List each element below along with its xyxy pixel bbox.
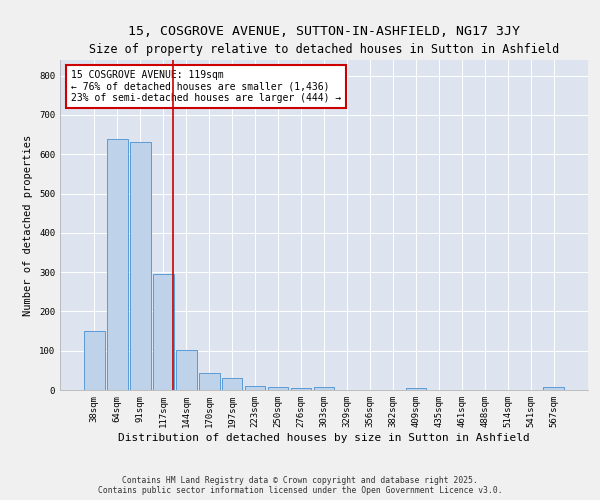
Bar (290, 388, 311, 390)
Text: 15 COSGROVE AVENUE: 119sqm
← 76% of detached houses are smaller (1,436)
23% of s: 15 COSGROVE AVENUE: 119sqm ← 76% of deta… (71, 70, 341, 103)
Bar (245, 386, 265, 390)
Text: 15, COSGROVE AVENUE, SUTTON-IN-ASHFIELD, NG17 3JY: 15, COSGROVE AVENUE, SUTTON-IN-ASHFIELD,… (128, 25, 520, 38)
Bar (84, 331, 104, 390)
Bar (130, 142, 151, 390)
Bar (314, 387, 334, 390)
Text: Contains HM Land Registry data © Crown copyright and database right 2025.
Contai: Contains HM Land Registry data © Crown c… (98, 476, 502, 495)
Bar (268, 387, 289, 390)
Bar (199, 373, 220, 390)
X-axis label: Distribution of detached houses by size in Sutton in Ashfield: Distribution of detached houses by size … (118, 432, 530, 442)
Bar (153, 274, 173, 390)
Y-axis label: Number of detached properties: Number of detached properties (23, 134, 34, 316)
Text: Size of property relative to detached houses in Sutton in Ashfield: Size of property relative to detached ho… (89, 42, 559, 56)
Bar (406, 388, 426, 390)
Bar (107, 138, 128, 390)
Bar (176, 350, 197, 390)
Bar (222, 378, 242, 390)
Bar (544, 387, 564, 390)
